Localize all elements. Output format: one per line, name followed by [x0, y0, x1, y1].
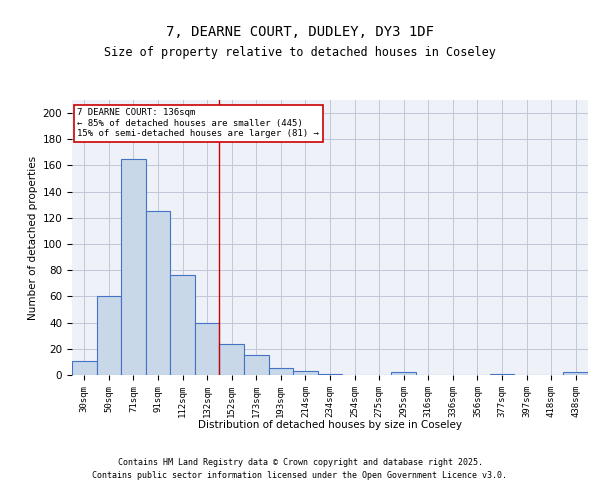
Bar [490, 374, 514, 375]
Bar [391, 372, 416, 375]
Bar [220, 344, 244, 375]
Bar [318, 374, 342, 375]
Bar [293, 371, 318, 375]
Bar [146, 212, 170, 375]
Bar [121, 159, 146, 375]
Text: Contains HM Land Registry data © Crown copyright and database right 2025.: Contains HM Land Registry data © Crown c… [118, 458, 482, 467]
Bar [244, 356, 269, 375]
Bar [563, 372, 588, 375]
Text: Contains public sector information licensed under the Open Government Licence v3: Contains public sector information licen… [92, 472, 508, 480]
Y-axis label: Number of detached properties: Number of detached properties [28, 156, 38, 320]
X-axis label: Distribution of detached houses by size in Coseley: Distribution of detached houses by size … [198, 420, 462, 430]
Text: 7 DEARNE COURT: 136sqm
← 85% of detached houses are smaller (445)
15% of semi-de: 7 DEARNE COURT: 136sqm ← 85% of detached… [77, 108, 319, 138]
Text: 7, DEARNE COURT, DUDLEY, DY3 1DF: 7, DEARNE COURT, DUDLEY, DY3 1DF [166, 26, 434, 40]
Bar [170, 276, 195, 375]
Bar [97, 296, 121, 375]
Bar [195, 322, 220, 375]
Text: Size of property relative to detached houses in Coseley: Size of property relative to detached ho… [104, 46, 496, 59]
Bar [269, 368, 293, 375]
Bar [72, 360, 97, 375]
